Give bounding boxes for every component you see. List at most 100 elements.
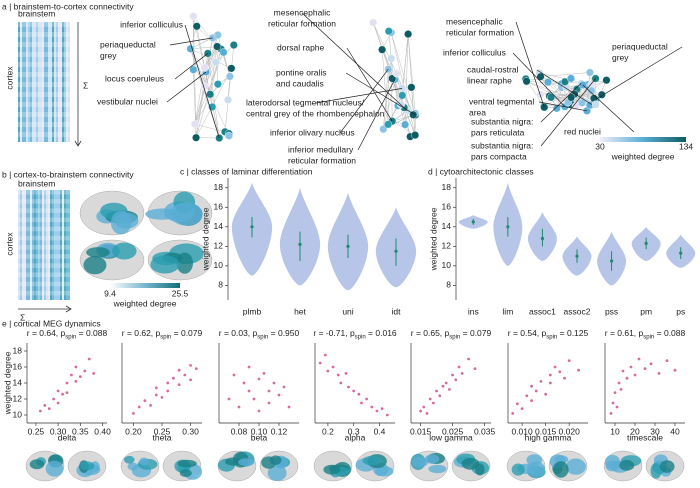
matrix-column [46,22,48,142]
scatter-point [539,380,543,383]
matrix-column [24,22,26,142]
leader-line [166,71,207,103]
matrix-row [18,245,70,250]
x-tick-label: 0.025 [442,426,464,436]
matrix-row [18,92,70,97]
scatter-point [548,381,552,385]
scatter-point [613,391,617,394]
region-label: dorsal raphe [277,42,325,52]
region-label: locus coeruleus [105,73,164,83]
matrix-column [56,190,58,300]
scatter-point [615,405,619,409]
scatter-point [282,385,286,389]
matrix-column [58,190,60,300]
leader-line [540,78,596,147]
arrow-head [74,140,82,147]
matrix-column [34,22,36,142]
region-label: caudal-rostral [467,64,519,74]
matrix-row [18,235,70,241]
matrix-row [18,72,70,77]
scatter-point [525,394,529,398]
network-node [225,72,234,81]
y-tick-label: 10 [442,260,452,270]
matrix-column [50,22,52,142]
scatter-point [621,369,625,373]
median-dot [609,259,614,263]
network-node [536,72,545,81]
network-node [591,100,600,109]
matrix-column [50,190,52,300]
scatter-point [70,373,73,377]
x-tick-label: 0.015 [535,426,557,436]
matrix-column [48,190,50,300]
colorbar-tick: 9.4 [104,288,116,298]
network-node [219,48,228,57]
x-tick-label: 0.4 [374,426,386,436]
scatter-point [154,393,158,397]
brain-patch [238,458,255,467]
network-edge [190,48,232,69]
arrow-head [65,305,72,313]
scatter-point [657,372,661,375]
title-part: spin [160,334,171,340]
x-tick-label: 0.20 [125,426,142,436]
scatter-point [189,378,192,382]
network-node [585,68,594,77]
network-node [404,30,413,39]
matrix-row [18,281,70,287]
y-tick-label: 14 [442,221,452,231]
scatter-point [56,389,60,393]
scatter-point [365,397,369,401]
matrix-column [60,22,62,142]
brain-patch [605,460,620,472]
x-axis-label: theta [153,432,172,442]
x-tick-label: ins [468,306,479,316]
y-tick-label: 18 [442,182,452,192]
chart-title: r = 0.03, pspin = 0.950 [219,328,300,340]
network-edge [383,69,389,130]
brain-patch [145,208,179,220]
scatter-point [247,365,251,369]
scatter-point [252,397,256,401]
y-tick-label: 18 [13,345,23,355]
scatter-point [617,381,621,385]
title-part: r = 0.62, p [122,328,161,338]
colorbar [110,283,180,288]
x-tick-label: 40 [670,426,680,436]
chart-title: d | cytoarchitectonic classes [428,166,534,176]
x-tick-label: assoc1 [529,306,556,316]
title-part: spin [643,334,654,340]
median-dot [250,225,254,229]
matrix-column [32,190,34,300]
scatter-point [227,397,231,401]
scatter-point [419,409,422,413]
scatter-point [331,365,335,369]
network-node [398,91,407,100]
scatter-point [65,391,69,394]
network-node [602,76,611,85]
network-edge [190,46,218,50]
brain-patch [424,454,440,464]
matrix-column [32,22,34,142]
x-tick-label: 0.2 [322,426,334,436]
scatter-point [237,405,241,409]
x-tick-label: 0.010 [511,426,533,436]
median-dot [540,236,545,241]
matrix-row [18,208,70,213]
matrix-row [18,42,70,47]
scatter-point [277,393,281,397]
scatter-point [441,384,445,388]
brain-patch [123,455,135,464]
region-label: inferior colliculus [120,19,183,29]
matrix-row [18,122,70,127]
scatter-point [357,392,361,396]
x-tick-label: het [294,306,306,316]
scatter-point [87,357,91,361]
scatter-point [425,412,429,415]
scatter-point [74,380,78,383]
scatter-point [154,386,158,390]
title-part: r = 0.65, p [411,328,450,338]
matrix-column [68,190,70,300]
scatter-point [534,389,538,393]
network-node [522,77,531,86]
